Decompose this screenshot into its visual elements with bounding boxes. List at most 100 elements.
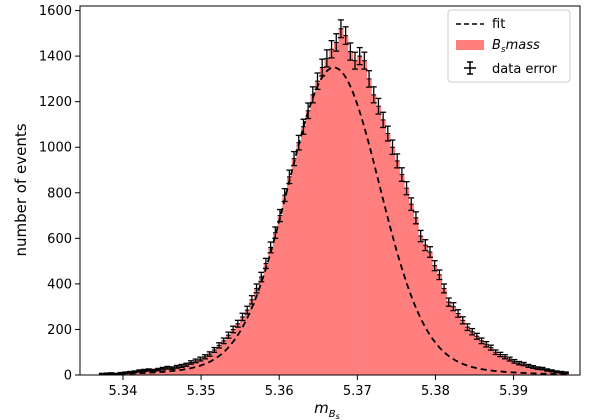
- x-axis-label-sub: B: [329, 409, 336, 420]
- histogram-bar: [230, 329, 236, 375]
- legend-histogram-label: Bsmass: [492, 38, 540, 55]
- histogram-bar: [193, 360, 199, 375]
- histogram-bar: [165, 367, 171, 375]
- histogram-bar: [221, 340, 227, 375]
- legend-error-swatch: [464, 61, 476, 75]
- histogram-bar: [319, 67, 325, 375]
- histogram-bar: [437, 274, 443, 375]
- legend: fit Bsmass data error: [447, 9, 571, 83]
- histogram-bar: [343, 35, 349, 375]
- y-tick-label: 0: [64, 369, 72, 384]
- histogram-bar: [287, 176, 293, 375]
- histogram-bar: [352, 60, 358, 376]
- histogram-bar: [446, 302, 452, 375]
- x-tick-label: 5.35: [187, 384, 216, 399]
- histogram-bar: [474, 336, 480, 375]
- histogram-bar: [315, 81, 321, 376]
- x-tick-label: 5.37: [343, 384, 372, 399]
- histogram-bar: [183, 364, 189, 375]
- histogram-bar: [441, 288, 447, 375]
- y-tick-label: 800: [47, 186, 72, 201]
- legend-histogram-label-base: B: [492, 38, 501, 53]
- histogram-bar: [263, 263, 269, 375]
- histogram-bar: [272, 232, 278, 375]
- legend-error-label: data error: [492, 62, 558, 77]
- histogram-bar: [535, 368, 541, 375]
- histogram-bar: [502, 356, 508, 375]
- histogram-bar: [422, 245, 428, 375]
- histogram-bar: [385, 133, 391, 375]
- histogram-bar: [301, 126, 307, 375]
- histogram-bar: [380, 119, 386, 375]
- histogram-bar: [394, 160, 400, 375]
- x-axis-label-base: m: [314, 399, 329, 417]
- y-tick-label: 1400: [39, 50, 72, 65]
- legend-fit-label: fit: [492, 17, 505, 32]
- histogram-bar: [479, 340, 485, 375]
- y-tick-label: 600: [47, 232, 72, 247]
- histogram-bar: [512, 361, 518, 375]
- histogram-bar: [235, 323, 241, 375]
- histogram-bar: [310, 94, 316, 375]
- x-axis-label-subsub: s: [336, 412, 340, 420]
- histogram-bar: [258, 277, 264, 375]
- plot-frame: [79, 5, 581, 376]
- histogram-bar: [451, 306, 457, 375]
- histogram-bar: [549, 370, 555, 375]
- histogram-bar: [408, 204, 414, 375]
- histogram-bar: [530, 367, 536, 375]
- histogram-bar: [418, 236, 424, 375]
- histogram-bar: [282, 195, 288, 375]
- histogram-bar: [507, 359, 513, 375]
- y-axis-label: number of events: [12, 123, 30, 256]
- histogram-bar: [254, 288, 260, 375]
- x-tick-label: 5.34: [108, 384, 137, 399]
- axes-layer: 5.34 5.35 5.36 5.37 5.38 5.39 0 200 400 600 800 100…: [39, 4, 581, 399]
- histogram-bar: [249, 299, 255, 375]
- histogram-bar: [526, 365, 532, 375]
- histogram-bar: [305, 110, 311, 376]
- histogram-bar: [244, 310, 250, 375]
- histogram-bar: [390, 147, 396, 375]
- histogram-bar: [240, 316, 246, 375]
- histogram-bar: [333, 42, 339, 375]
- histogram-bar: [174, 366, 180, 375]
- histogram-bar: [488, 347, 494, 375]
- histogram-bar: [516, 363, 522, 375]
- y-tick-label: 1600: [39, 4, 72, 19]
- histogram-bar: [216, 345, 222, 375]
- histogram-bar: [357, 56, 363, 375]
- y-tick-label: 1000: [39, 141, 72, 156]
- histogram-bar: [376, 106, 382, 375]
- y-tick-label: 200: [47, 323, 72, 338]
- x-axis-label: mBs: [314, 399, 340, 420]
- histogram-bar: [296, 142, 302, 375]
- histogram-bar: [371, 94, 377, 375]
- histogram-bar: [347, 51, 353, 376]
- histogram-bar: [483, 344, 489, 375]
- histogram-bar: [366, 78, 372, 375]
- legend-histogram-label-rest: mass: [506, 38, 540, 53]
- histogram-bar: [268, 247, 274, 375]
- histogram-bar: [329, 49, 335, 376]
- y-tick-label: 400: [47, 277, 72, 292]
- histogram-bar: [338, 28, 344, 376]
- histogram-bar: [291, 158, 297, 375]
- histogram-bar: [554, 371, 560, 375]
- histogram-bar: [427, 252, 433, 375]
- histogram-bar: [202, 356, 208, 375]
- histogram-bar: [497, 354, 503, 375]
- histogram-bar: [146, 369, 152, 375]
- histogram-bar: [362, 60, 368, 376]
- histogram-bar: [212, 349, 218, 375]
- histogram-bar: [469, 331, 475, 375]
- legend-histogram-swatch: [456, 40, 484, 50]
- histogram-bar: [197, 359, 203, 375]
- x-tick-label: 5.38: [421, 384, 450, 399]
- histogram-bar: [207, 354, 213, 375]
- histogram-bar: [277, 215, 283, 375]
- histogram-bar: [155, 369, 161, 375]
- x-tick-label: 5.36: [265, 384, 294, 399]
